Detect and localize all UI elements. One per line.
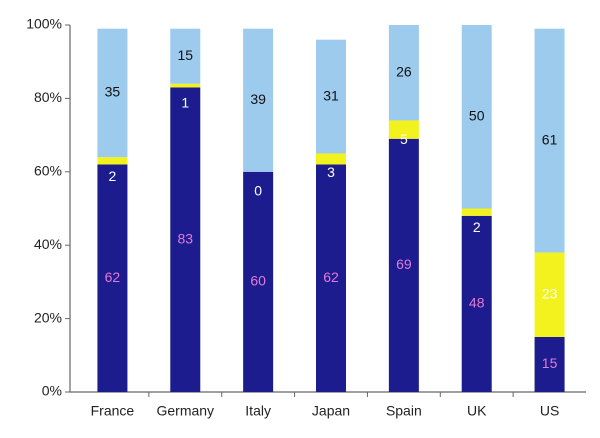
data-label: 62: [323, 269, 339, 285]
bar-segment: [97, 28, 128, 158]
data-label: 31: [323, 87, 339, 103]
x-tick-label: Japan: [312, 403, 350, 419]
data-label: 2: [109, 168, 117, 184]
bar-segment: [170, 28, 201, 84]
data-label: 61: [542, 131, 558, 147]
data-label: 62: [105, 269, 121, 285]
bar-segment: [316, 153, 346, 165]
bar-segment: [97, 164, 128, 392]
x-tick-label: France: [91, 403, 135, 419]
bar-segment: [461, 215, 492, 392]
y-tick-label: 80%: [34, 89, 62, 105]
data-label: 83: [177, 230, 193, 246]
y-tick-label: 60%: [34, 163, 62, 179]
bar-segment: [316, 164, 346, 392]
x-tick-label: Germany: [156, 403, 214, 419]
data-label: 39: [250, 91, 266, 107]
y-tick-label: 100%: [26, 16, 62, 32]
data-label: 23: [542, 285, 558, 301]
data-label: 15: [542, 355, 558, 371]
data-label: 35: [105, 84, 121, 100]
x-tick-label: UK: [467, 403, 487, 419]
data-label: 1: [181, 94, 189, 110]
bar-segment: [461, 25, 492, 209]
bar-segment: [534, 252, 565, 337]
bar-segment: [243, 28, 274, 172]
data-label: 60: [250, 273, 266, 289]
bar-segment: [534, 336, 565, 392]
bar-segment: [170, 83, 201, 88]
data-label: 48: [469, 295, 485, 311]
bar-segment: [243, 171, 274, 392]
bar-segment: [170, 87, 201, 392]
data-label: 50: [469, 107, 485, 123]
x-tick-label: Italy: [245, 403, 271, 419]
data-label: 0: [254, 183, 262, 199]
x-tick-label: US: [540, 403, 559, 419]
bar-segment: [388, 138, 419, 392]
bar-segment: [316, 39, 346, 154]
y-tick-label: 0%: [42, 383, 62, 399]
bar-segment: [97, 157, 128, 165]
data-label: 26: [396, 63, 412, 79]
data-label: 5: [400, 131, 408, 147]
data-label: 15: [177, 47, 193, 63]
data-label: 69: [396, 256, 412, 272]
bar-segment: [461, 208, 492, 216]
data-label: 3: [327, 164, 335, 180]
y-tick-label: 20%: [34, 309, 62, 325]
bar-segment: [388, 25, 419, 121]
y-tick-label: 40%: [34, 236, 62, 252]
bar-segment: [534, 28, 565, 253]
data-label: 2: [473, 219, 481, 235]
bar-segment: [388, 120, 419, 139]
x-tick-label: Spain: [386, 403, 422, 419]
